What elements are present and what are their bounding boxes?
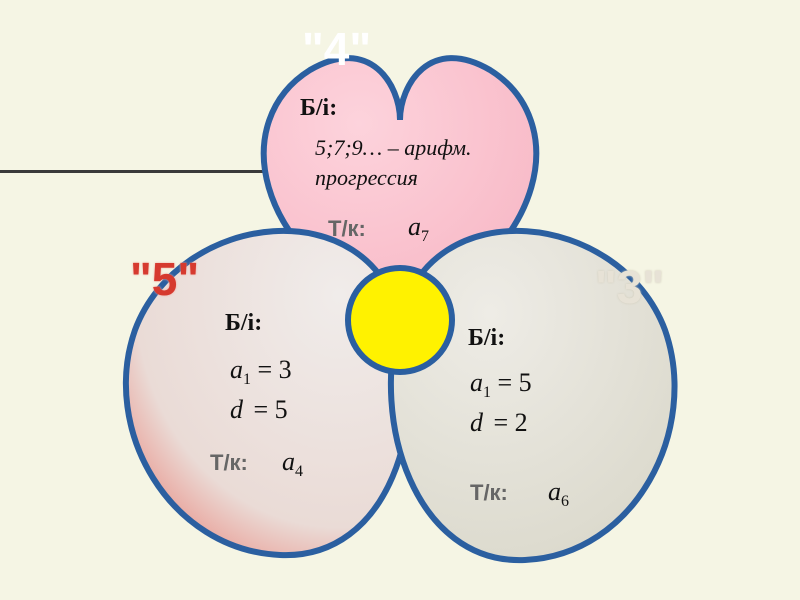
right-tk-label: Т/к: [470, 480, 508, 506]
flower-diagram [0, 0, 800, 600]
right-given2: d = 2 [470, 408, 528, 438]
grade-3: "3" [595, 260, 664, 314]
grade-5: "5" [130, 252, 199, 306]
right-given1: a1 = 5 [470, 368, 532, 402]
center-circle [348, 268, 452, 372]
top-bi-label: Б/і: [300, 95, 337, 122]
left-find: a4 [282, 447, 303, 481]
top-tk-label: Т/к: [328, 216, 366, 242]
left-tk-label: Т/к: [210, 450, 248, 476]
right-bi-label: Б/і: [468, 325, 505, 352]
left-bi-label: Б/і: [225, 310, 262, 337]
left-given1: a1 = 3 [230, 355, 292, 389]
top-given-line1: 5;7;9… – арифм. [315, 135, 472, 161]
left-given2: d = 5 [230, 395, 288, 425]
grade-4: "4" [302, 22, 371, 76]
right-find: a6 [548, 477, 569, 511]
top-given-line2: прогрессия [315, 165, 418, 191]
top-find: a7 [408, 212, 429, 246]
